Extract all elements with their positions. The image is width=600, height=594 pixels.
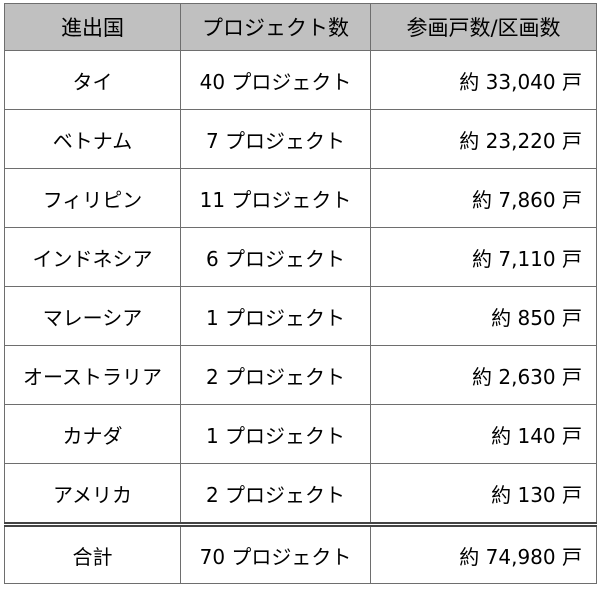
header-projects: プロジェクト数 (180, 3, 371, 51)
cell-country: フィリピン (4, 168, 181, 228)
header-row: 進出国 プロジェクト数 参画戸数/区画数 (4, 3, 597, 51)
cell-projects: 40 プロジェクト (180, 50, 371, 110)
total-row: 合計 70 プロジェクト 約 74,980 戸 (4, 522, 597, 584)
table-row: オーストラリア 2 プロジェクト約 2,630 戸 (4, 345, 597, 405)
cell-units: 約 140 戸 (370, 404, 597, 464)
cell-country: インドネシア (4, 227, 181, 287)
cell-projects: 7 プロジェクト (180, 109, 371, 169)
table-row: インドネシア 6 プロジェクト約 7,110 戸 (4, 227, 597, 287)
header-country: 進出国 (4, 3, 181, 51)
table-row: ベトナム 7 プロジェクト約 23,220 戸 (4, 109, 597, 169)
cell-projects: 1 プロジェクト (180, 286, 371, 346)
cell-units: 約 7,860 戸 (370, 168, 597, 228)
cell-units: 約 850 戸 (370, 286, 597, 346)
cell-country: ベトナム (4, 109, 181, 169)
cell-units: 約 130 戸 (370, 463, 597, 525)
cell-country: マレーシア (4, 286, 181, 346)
cell-projects: 2 プロジェクト (180, 463, 371, 525)
cell-country: アメリカ (4, 463, 181, 525)
cell-country: タイ (4, 50, 181, 110)
table-row: タイ 40 プロジェクト約 33,040 戸 (4, 50, 597, 110)
table-row: フィリピン 11 プロジェクト約 7,860 戸 (4, 168, 597, 228)
cell-projects: 11 プロジェクト (180, 168, 371, 228)
table-row: アメリカ 2 プロジェクト約 130 戸 (4, 463, 597, 525)
cell-units: 約 7,110 戸 (370, 227, 597, 287)
cell-units: 約 33,040 戸 (370, 50, 597, 110)
cell-units: 約 2,630 戸 (370, 345, 597, 405)
cell-country: カナダ (4, 404, 181, 464)
header-units: 参画戸数/区画数 (370, 3, 597, 51)
total-projects: 70 プロジェクト (180, 522, 371, 584)
cell-projects: 6 プロジェクト (180, 227, 371, 287)
projects-table: 進出国 プロジェクト数 参画戸数/区画数 タイ 40 プロジェクト約 33,040… (4, 3, 597, 584)
cell-country: オーストラリア (4, 345, 181, 405)
total-label: 合計 (4, 522, 181, 584)
cell-projects: 1 プロジェクト (180, 404, 371, 464)
cell-projects: 2 プロジェクト (180, 345, 371, 405)
table-row: カナダ 1 プロジェクト約 140 戸 (4, 404, 597, 464)
cell-units: 約 23,220 戸 (370, 109, 597, 169)
total-units: 約 74,980 戸 (370, 522, 597, 584)
table-row: マレーシア 1 プロジェクト約 850 戸 (4, 286, 597, 346)
